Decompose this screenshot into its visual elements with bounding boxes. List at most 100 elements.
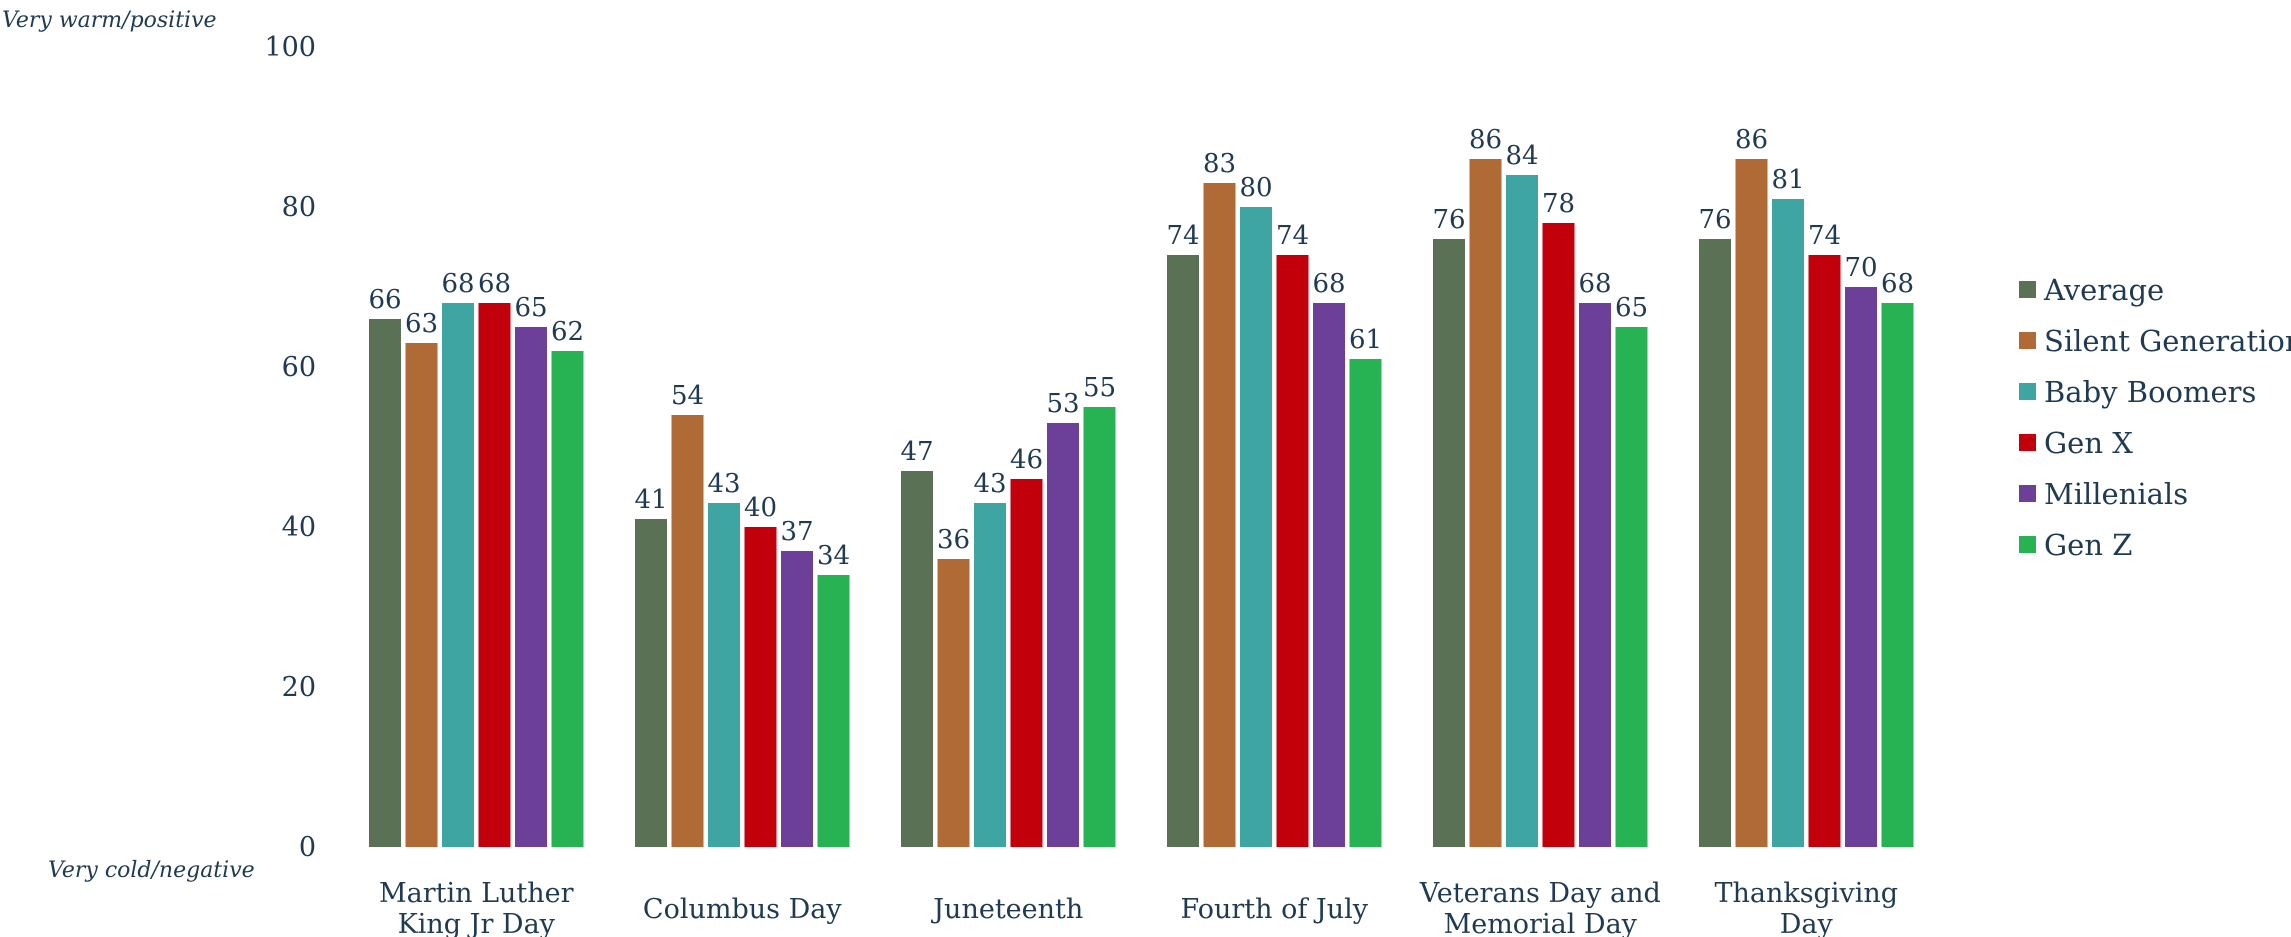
bar	[1313, 303, 1345, 847]
bar	[781, 551, 813, 847]
data-label: 34	[817, 541, 850, 571]
legend-label: Gen X	[2044, 426, 2133, 460]
bar	[1203, 183, 1236, 847]
bar	[708, 503, 740, 847]
y-tick-label: 0	[299, 832, 316, 863]
category-label: Day	[1780, 909, 1834, 937]
bar	[1047, 423, 1079, 847]
category-label: Columbus Day	[643, 894, 842, 925]
y-annotation-top: Very warm/positive	[2, 8, 217, 33]
legend-label: Silent Generation	[2044, 324, 2291, 358]
data-label: 43	[707, 469, 740, 499]
data-label: 70	[1844, 253, 1877, 283]
data-label: 65	[514, 293, 547, 323]
bar	[1349, 359, 1382, 847]
y-tick-label: 60	[282, 352, 316, 383]
legend-swatch	[2019, 332, 2036, 349]
legend-label: Average	[2043, 273, 2164, 307]
legend-swatch	[2019, 434, 2036, 451]
category-label: Veterans Day and	[1419, 878, 1661, 909]
bar	[1506, 175, 1538, 847]
bar	[1881, 303, 1914, 847]
category-label: Fourth of July	[1180, 894, 1368, 925]
y-tick-label: 80	[282, 192, 316, 223]
data-label: 68	[441, 269, 474, 299]
bar	[974, 503, 1006, 847]
bar	[1167, 255, 1199, 847]
data-label: 68	[1578, 269, 1611, 299]
bar	[1845, 287, 1877, 847]
bar	[1772, 199, 1804, 847]
data-label: 36	[937, 525, 970, 555]
data-label: 68	[478, 269, 511, 299]
bar	[551, 351, 584, 847]
category-label: Martin Luther	[379, 878, 574, 909]
bar	[901, 471, 933, 847]
y-tick-label: 100	[264, 32, 316, 63]
category-label: Juneteenth	[930, 894, 1083, 925]
data-label: 68	[1312, 269, 1345, 299]
data-label: 81	[1771, 165, 1804, 195]
bar	[1699, 239, 1731, 847]
category-label: King Jr Day	[398, 909, 556, 937]
legend-swatch	[2019, 485, 2036, 502]
data-label: 53	[1046, 389, 1079, 419]
bar	[1433, 239, 1465, 847]
legend: Average Silent Generation Baby Boomers Gen …	[2019, 273, 2291, 562]
legend-label: Millenials	[2044, 477, 2188, 511]
data-label: 74	[1166, 221, 1199, 251]
data-label: 62	[551, 317, 584, 347]
data-label: 76	[1432, 205, 1465, 235]
legend-swatch	[2019, 536, 2036, 553]
bar	[1276, 255, 1309, 847]
bar	[1469, 159, 1502, 847]
data-label: 66	[368, 285, 401, 315]
bar	[1735, 159, 1768, 847]
bar	[744, 527, 777, 847]
data-label: 65	[1615, 293, 1648, 323]
bar	[671, 415, 704, 847]
data-label: 74	[1808, 221, 1841, 251]
data-label: 46	[1010, 445, 1043, 475]
bar	[405, 343, 438, 847]
bar	[369, 319, 401, 847]
y-tick-label: 20	[282, 672, 316, 703]
bar	[1808, 255, 1841, 847]
data-label: 43	[973, 469, 1006, 499]
data-label: 41	[634, 485, 667, 515]
data-label: 68	[1881, 269, 1914, 299]
legend-label: Gen Z	[2044, 528, 2132, 562]
data-label: 47	[900, 437, 933, 467]
bar	[635, 519, 667, 847]
bar	[1579, 303, 1611, 847]
category-label: Thanksgiving	[1714, 878, 1898, 909]
data-label: 40	[744, 493, 777, 523]
bar	[1083, 407, 1116, 847]
data-label: 63	[405, 309, 438, 339]
data-label: 55	[1083, 373, 1116, 403]
data-label: 84	[1505, 141, 1538, 171]
data-label: 80	[1239, 173, 1272, 203]
data-label: 61	[1349, 325, 1382, 355]
data-label: 78	[1542, 189, 1575, 219]
bar	[478, 303, 511, 847]
bar	[817, 575, 850, 847]
data-label: 86	[1735, 125, 1768, 155]
data-label: 37	[780, 517, 813, 547]
data-label: 54	[671, 381, 704, 411]
data-label: 86	[1469, 125, 1502, 155]
bar	[1542, 223, 1575, 847]
data-label: 74	[1276, 221, 1309, 251]
bar	[515, 327, 547, 847]
category-label: Memorial Day	[1444, 909, 1638, 937]
bar	[937, 559, 970, 847]
legend-swatch	[2019, 281, 2036, 298]
data-label: 76	[1698, 205, 1731, 235]
legend-label: Baby Boomers	[2044, 375, 2256, 409]
bar	[442, 303, 474, 847]
bar	[1615, 327, 1648, 847]
y-tick-label: 40	[282, 512, 316, 543]
